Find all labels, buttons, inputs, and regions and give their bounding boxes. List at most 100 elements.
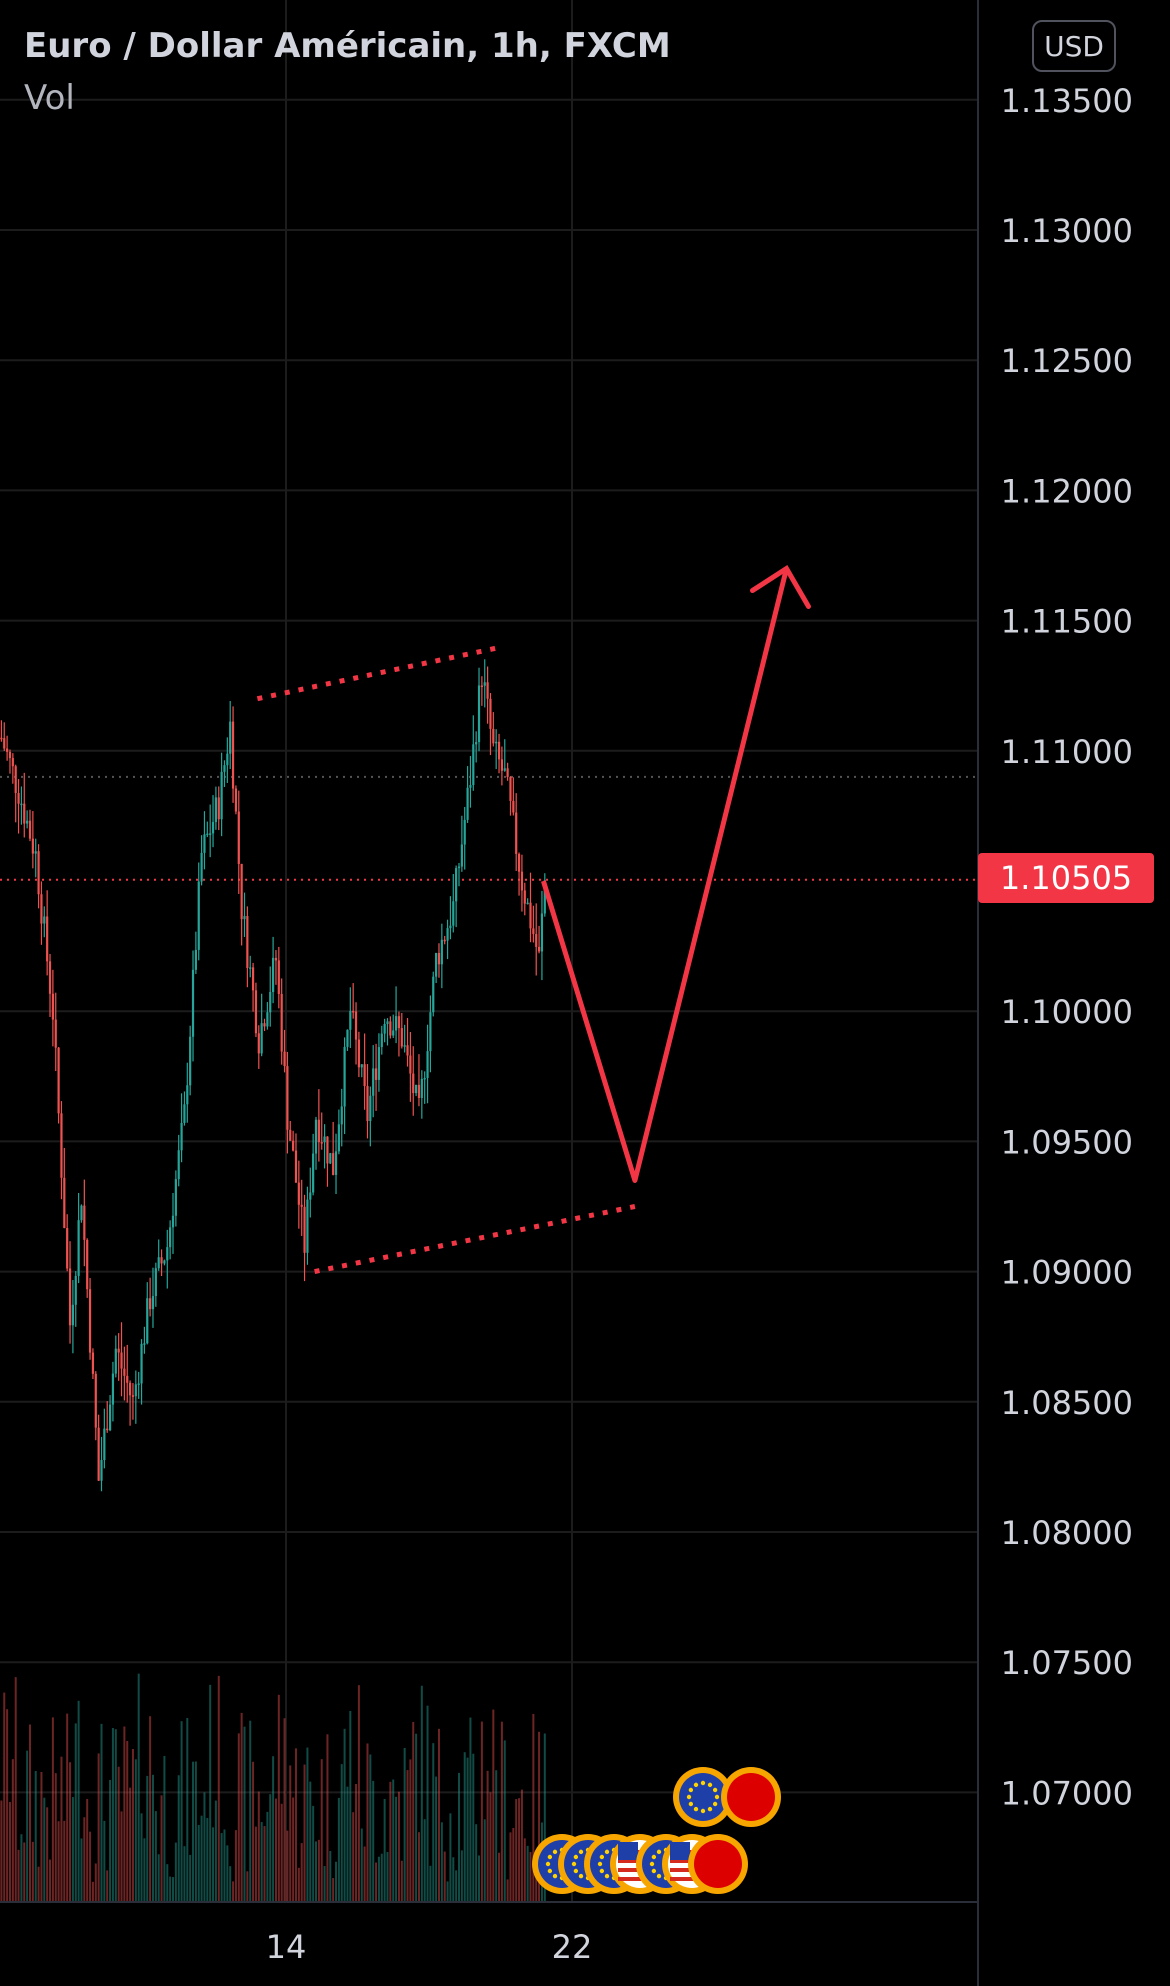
volume-bar: [143, 1838, 146, 1902]
candle-body: [131, 1395, 135, 1397]
volume-bar: [426, 1705, 429, 1902]
flag-star: [656, 1849, 662, 1855]
volume-bar: [266, 1811, 269, 1902]
price-tick-label: 1.08000: [1001, 1514, 1133, 1552]
candle-body: [251, 967, 255, 991]
candle-body: [306, 1199, 309, 1253]
candle-body: [389, 1021, 392, 1036]
candle-body: [520, 871, 524, 891]
candle-body: [88, 1289, 92, 1353]
volume-bar: [214, 1800, 217, 1902]
volume-bar: [523, 1838, 526, 1902]
volume-bar: [80, 1838, 83, 1902]
volume-bar: [455, 1870, 458, 1902]
candle-body: [257, 1033, 260, 1054]
candle-body: [392, 1030, 395, 1036]
price-tick-label: 1.09000: [1001, 1254, 1133, 1292]
candle-body: [309, 1192, 312, 1200]
volume-bar: [252, 1761, 255, 1902]
volume-bar: [309, 1781, 312, 1902]
candle-body: [449, 925, 452, 929]
candle-body: [171, 1215, 175, 1228]
volume-bar: [206, 1817, 209, 1902]
candle-body: [197, 881, 200, 950]
flag-star: [707, 1806, 713, 1812]
volume-bar: [440, 1822, 443, 1902]
candle-body: [386, 1021, 389, 1025]
candle-body: [466, 787, 469, 820]
volume-bar: [172, 1877, 174, 1902]
flag-star: [599, 1854, 605, 1860]
volume-bar: [174, 1842, 177, 1902]
candle-body: [51, 993, 54, 1020]
volume-bar: [183, 1846, 186, 1902]
volume-bar: [31, 1841, 34, 1902]
volume-bar: [355, 1784, 358, 1902]
candle-body: [300, 1204, 303, 1207]
candle-body: [3, 738, 6, 749]
candle-body: [117, 1348, 120, 1353]
candle-body: [420, 1078, 423, 1098]
candle-body: [120, 1352, 123, 1369]
volume-bar: [449, 1813, 452, 1902]
volume-bar: [480, 1721, 483, 1902]
volume-bar: [478, 1855, 481, 1902]
candle-body: [526, 902, 529, 905]
volume-bar: [329, 1850, 332, 1902]
volume-bar: [529, 1851, 532, 1902]
candle-body: [363, 1064, 366, 1087]
volume-bar: [500, 1721, 503, 1902]
candle-body: [66, 1228, 69, 1269]
volume-bar: [437, 1728, 440, 1902]
candle-body: [6, 748, 9, 752]
volume-bar: [372, 1780, 375, 1902]
volume-bar: [312, 1805, 315, 1902]
candle-body: [366, 1086, 369, 1122]
currency-button[interactable]: USD: [1032, 20, 1116, 72]
volume-bar: [189, 1854, 192, 1902]
candle-body: [111, 1373, 115, 1405]
candle-body: [403, 1045, 406, 1047]
volume-bar: [469, 1717, 472, 1902]
volume-bar: [380, 1853, 383, 1902]
volume-bar: [432, 1743, 435, 1902]
candle-body: [475, 742, 478, 745]
candle-body: [94, 1373, 97, 1428]
volume-bar: [232, 1881, 235, 1902]
candle-body: [326, 1136, 329, 1164]
volume-bar: [489, 1792, 492, 1902]
candle-body: [57, 1047, 60, 1114]
candle-body: [191, 969, 195, 1037]
last-price-tag: 1.10505: [978, 853, 1154, 903]
volume-bar: [320, 1759, 323, 1902]
volume-bar: [217, 1675, 220, 1902]
volume-bar: [520, 1789, 523, 1902]
candle-body: [166, 1247, 169, 1261]
candle-body: [320, 1142, 323, 1144]
volume-indicator-label[interactable]: Vol: [24, 78, 75, 118]
candle-body: [483, 682, 486, 686]
candle-body: [477, 685, 481, 743]
candle-body: [214, 797, 217, 823]
volume-bar: [180, 1721, 183, 1902]
candle-body: [157, 1257, 160, 1269]
grid-lines: [0, 0, 978, 1902]
projection-arrowhead: [750, 564, 811, 610]
volume-bar: [89, 1831, 92, 1902]
volume-bar: [51, 1717, 54, 1902]
candle-body: [83, 1205, 86, 1240]
candle-body: [37, 851, 40, 895]
channel-upper-line: [256, 644, 504, 702]
candle-body: [140, 1343, 143, 1384]
candle-body: [154, 1268, 157, 1297]
candle-body: [286, 1066, 289, 1130]
volume-bar: [69, 1762, 72, 1902]
candle-body: [17, 792, 20, 804]
candle-body: [489, 698, 492, 729]
flag-star: [573, 1854, 579, 1860]
economic-events[interactable]: [532, 1767, 781, 1894]
flag-star: [707, 1782, 713, 1788]
flag-star: [547, 1854, 553, 1860]
volume-bar: [377, 1856, 380, 1902]
